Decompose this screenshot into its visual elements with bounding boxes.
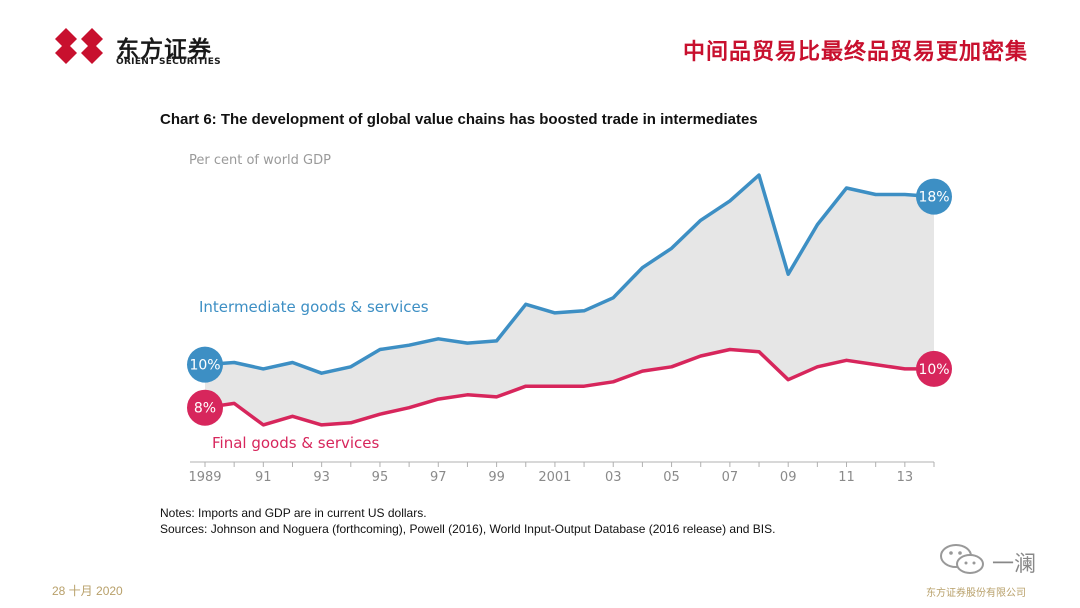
x-tick-label: 95 xyxy=(372,470,389,485)
footer-date: 28 十月 2020 xyxy=(52,584,123,598)
data-label-start: 8% xyxy=(194,401,216,417)
series-line-final xyxy=(204,347,934,427)
data-bubble-start xyxy=(187,346,223,383)
data-label-end: 18% xyxy=(918,190,949,206)
orient-diamond-icon xyxy=(55,28,103,64)
x-tick-label: 91 xyxy=(255,470,272,485)
series-line-intermediate xyxy=(204,173,935,375)
watermark-text: 一澜 xyxy=(992,552,1037,577)
x-tick-label: 2001 xyxy=(538,470,571,485)
data-label-end: 10% xyxy=(918,362,949,378)
x-tick-label: 11 xyxy=(838,470,855,485)
x-tick-label: 07 xyxy=(722,470,739,485)
x-tick-label: 13 xyxy=(897,470,914,485)
x-tick-label: 1989 xyxy=(188,470,221,485)
wechat-icon xyxy=(940,544,984,574)
data-bubble-end xyxy=(916,350,952,387)
band-area xyxy=(205,175,934,425)
data-bubble-end xyxy=(916,178,952,215)
x-tick-label: 97 xyxy=(430,470,447,485)
series-label: Final goods & services xyxy=(212,434,380,452)
y-axis-label: Per cent of world GDP xyxy=(189,153,331,168)
series-label: Intermediate goods & services xyxy=(199,298,429,316)
x-tick-label: 09 xyxy=(780,470,797,485)
x-tick-label: 99 xyxy=(488,470,505,485)
sources-line: Sources: Johnson and Noguera (forthcomin… xyxy=(160,522,776,536)
logo-english-text: ORIENT SECURITIES xyxy=(116,57,221,67)
page-title: 中间品贸易比最终品贸易更加密集 xyxy=(682,39,1028,65)
chart-title: Chart 6: The development of global value… xyxy=(160,111,758,128)
x-tick-label: 05 xyxy=(663,470,680,485)
data-label-start: 10% xyxy=(189,358,220,374)
company-logo: 东方证券 ORIENT SECURITIES xyxy=(52,26,272,67)
chart-notes: Notes: Imports and GDP are in current US… xyxy=(160,505,775,537)
wechat-watermark: 一澜 xyxy=(936,542,1056,578)
x-tick-label: 03 xyxy=(605,470,622,485)
x-tick-label: 93 xyxy=(313,470,330,485)
notes-line: Notes: Imports and GDP are in current US… xyxy=(160,506,427,520)
footer-company: 东方证券股份有限公司 xyxy=(926,588,1026,599)
data-bubble-start xyxy=(187,389,223,426)
logo-chinese-text: 东方证券 xyxy=(116,37,212,63)
